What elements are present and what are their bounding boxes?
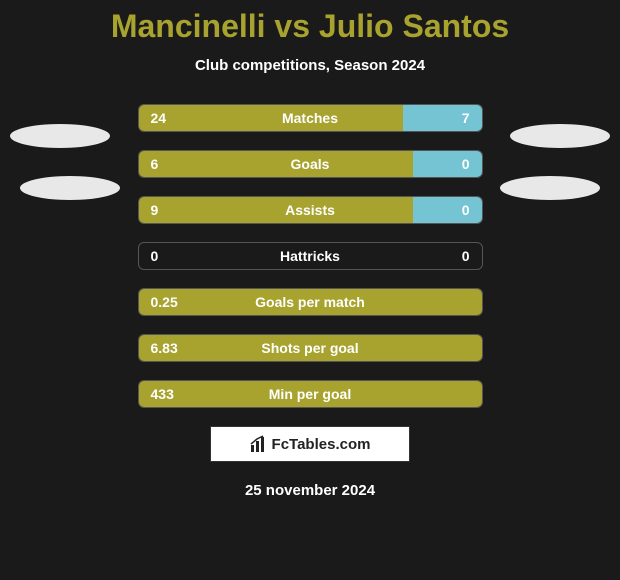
stat-row: 0Hattricks0 <box>138 242 483 270</box>
avatar-placeholder-right-bottom <box>500 176 600 200</box>
stat-label: Matches <box>139 105 482 131</box>
stat-row: 6Goals0 <box>138 150 483 178</box>
stat-label: Min per goal <box>139 381 482 407</box>
stat-value-right: 0 <box>462 151 470 177</box>
date-label: 25 november 2024 <box>0 482 620 499</box>
stat-label: Shots per goal <box>139 335 482 361</box>
vs-label: vs <box>274 8 310 44</box>
branding-box[interactable]: FcTables.com <box>210 426 410 462</box>
subtitle: Club competitions, Season 2024 <box>0 57 620 74</box>
avatar-placeholder-left-bottom <box>20 176 120 200</box>
stat-row: 433Min per goal <box>138 380 483 408</box>
stat-row: 0.25Goals per match <box>138 288 483 316</box>
stat-value-right: 0 <box>462 243 470 269</box>
stat-label: Hattricks <box>139 243 482 269</box>
stat-value-right: 7 <box>462 105 470 131</box>
avatar-placeholder-left-top <box>10 124 110 148</box>
avatar-placeholder-right-top <box>510 124 610 148</box>
stat-row: 9Assists0 <box>138 196 483 224</box>
stat-label: Goals per match <box>139 289 482 315</box>
stat-row: 24Matches7 <box>138 104 483 132</box>
branding-text: FcTables.com <box>272 436 371 453</box>
stats-rows-container: 24Matches76Goals09Assists00Hattricks00.2… <box>0 104 620 408</box>
page-title: Mancinelli vs Julio Santos <box>0 0 620 45</box>
player2-name: Julio Santos <box>319 8 509 44</box>
stat-row: 6.83Shots per goal <box>138 334 483 362</box>
stat-value-right: 0 <box>462 197 470 223</box>
stat-label: Goals <box>139 151 482 177</box>
stat-label: Assists <box>139 197 482 223</box>
player1-name: Mancinelli <box>111 8 266 44</box>
chart-icon <box>250 435 268 453</box>
